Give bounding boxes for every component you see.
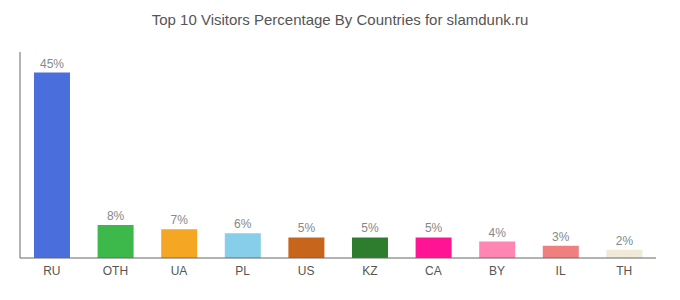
svg-text:TH: TH [616, 264, 632, 278]
svg-text:7%: 7% [171, 213, 189, 227]
svg-text:6%: 6% [234, 217, 252, 231]
svg-text:CA: CA [425, 264, 442, 278]
svg-text:8%: 8% [107, 209, 125, 223]
svg-text:UA: UA [171, 264, 188, 278]
svg-text:45%: 45% [40, 57, 64, 71]
svg-text:2%: 2% [616, 234, 634, 248]
svg-text:RU: RU [43, 264, 60, 278]
html-text:Top 10 Visitors Percentage By: Top 10 Visitors Percentage By Countries … [151, 11, 529, 28]
svg-text:5%: 5% [361, 221, 379, 235]
svg-text:US: US [298, 264, 315, 278]
svg-text:4%: 4% [489, 226, 507, 240]
svg-text:5%: 5% [298, 221, 316, 235]
svg-text:BY: BY [489, 264, 505, 278]
svg-text:IL: IL [556, 264, 566, 278]
svg-text:5%: 5% [425, 221, 443, 235]
svg-text:3%: 3% [552, 230, 570, 244]
svg-text:KZ: KZ [362, 264, 377, 278]
svg-text:PL: PL [235, 264, 250, 278]
svg-text:OTH: OTH [103, 264, 128, 278]
